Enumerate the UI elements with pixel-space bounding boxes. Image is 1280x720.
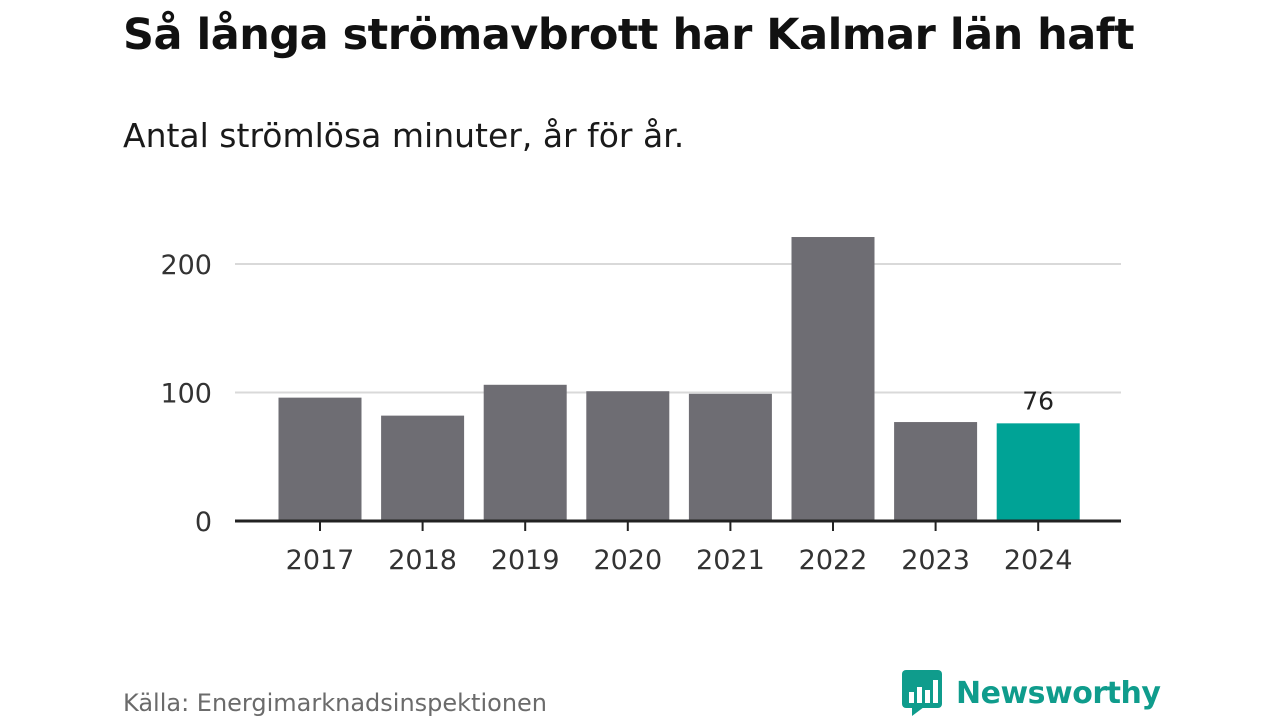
y-tick-label: 100	[160, 379, 212, 410]
bar-chart: 0 100 200 2017 2018 2019 2020 2021 2022 2023 2024 7…	[160, 237, 1121, 576]
bars	[278, 237, 1080, 521]
bar	[688, 393, 772, 521]
brand-name: Newsworthy	[956, 675, 1161, 711]
bar	[791, 237, 875, 521]
brand-logo: Newsworthy	[902, 670, 1161, 716]
data-label: 76	[1022, 386, 1054, 415]
x-axis	[235, 519, 1121, 531]
x-tick-label: 2018	[388, 545, 457, 576]
x-tick-label: 2022	[799, 545, 868, 576]
bar	[381, 415, 465, 521]
gridlines	[235, 263, 1121, 394]
bar	[894, 422, 978, 521]
chart-title: Så långa strömavbrott har Kalmar län haf…	[123, 10, 1135, 60]
chart-subtitle: Antal strömlösa minuter, år för år.	[123, 116, 685, 155]
y-tick-label: 0	[195, 507, 212, 538]
y-tick-label: 200	[160, 250, 212, 281]
x-tick-label: 2017	[286, 545, 355, 576]
bar	[996, 423, 1080, 521]
x-tick-label: 2020	[593, 545, 662, 576]
newsworthy-logo-icon	[902, 670, 942, 716]
source-note: Källa: Energimarknadsinspektionen	[123, 689, 548, 717]
labels: 0 100 200 2017 2018 2019 2020 2021 2022 2023 2024 7…	[160, 250, 1072, 576]
x-tick-label: 2023	[901, 545, 970, 576]
x-tick-label: 2019	[491, 545, 560, 576]
x-tick-label: 2021	[696, 545, 765, 576]
bar	[586, 391, 670, 521]
bar	[278, 397, 362, 521]
x-tick-label: 2024	[1004, 545, 1073, 576]
bar	[483, 384, 567, 521]
